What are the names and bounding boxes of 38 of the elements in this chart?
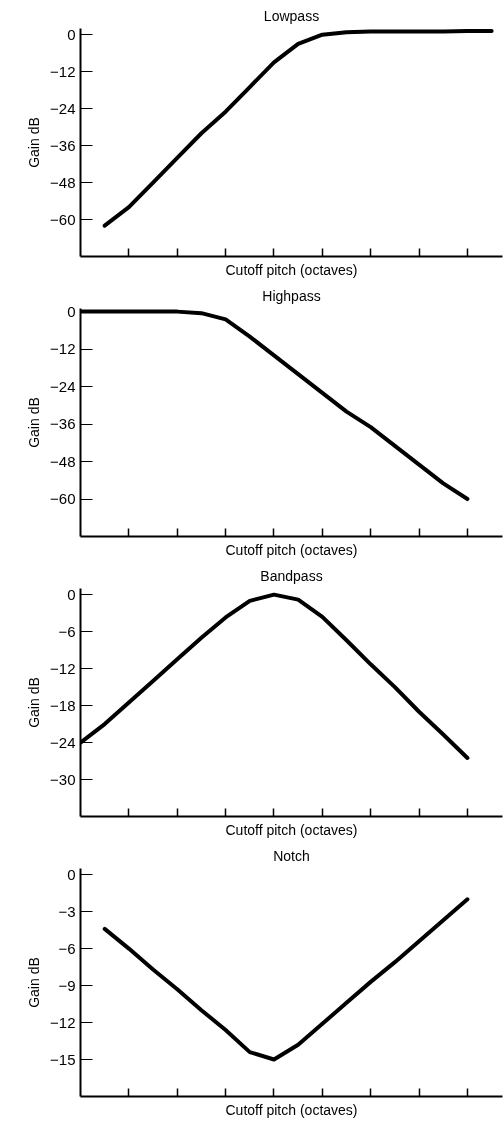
y-tick-label: −36 [50,415,76,433]
y-tick-label: −12 [50,62,76,80]
y-tick-label: −24 [50,377,76,395]
y-tick-label: −24 [50,733,76,751]
y-tick-label: −48 [50,173,76,191]
y-tick-label: 0 [67,865,76,883]
y-tick-label: −60 [50,490,76,508]
y-tick-label: −6 [58,622,76,640]
y-tick-label: −12 [50,659,76,677]
y-tick-label: −3 [58,902,76,920]
y-tick-label: −12 [50,340,76,358]
y-tick-label: −24 [50,99,76,117]
line-series [102,28,494,228]
x-axis-title: Cutoff pitch (octaves) [225,1101,358,1118]
y-axis-title: Gain dB [26,117,43,168]
y-tick-label: −18 [50,696,76,714]
y-tick-label: −36 [50,136,76,154]
x-axis-title: Cutoff pitch (octaves) [225,261,358,278]
y-axis-title: Gain dB [26,677,43,728]
chart-title: Highpass [262,287,321,304]
y-tick-label: 0 [67,585,76,603]
x-axis-title: Cutoff pitch (octaves) [225,541,358,558]
y-axis-title: Gain dB [26,957,43,1008]
chart-title: Notch [273,847,310,864]
y-tick-label: −48 [50,452,76,470]
chart-title: Lowpass [263,7,320,24]
y-tick-label: −6 [58,939,76,957]
y-axis-title: Gain dB [26,397,43,448]
y-tick-label: 0 [67,25,76,43]
x-axis-title: Cutoff pitch (octaves) [225,821,358,838]
y-tick-label: −15 [50,1050,76,1068]
chart-title: Bandpass [260,567,323,584]
y-tick-label: −30 [50,770,76,788]
y-tick-label: 0 [67,302,76,320]
line-series [102,897,470,1062]
y-tick-label: −12 [50,1013,76,1031]
y-tick-label: −9 [58,976,76,994]
y-tick-label: −60 [50,210,76,228]
